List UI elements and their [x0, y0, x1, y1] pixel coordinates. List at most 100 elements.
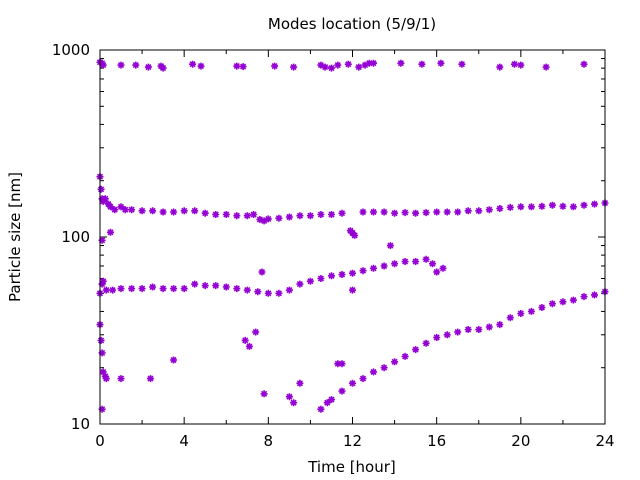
- data-point: [138, 285, 146, 293]
- data-point: [111, 206, 119, 214]
- data-point: [548, 201, 556, 209]
- data-point: [334, 360, 342, 368]
- data-point: [397, 59, 405, 67]
- data-point: [391, 260, 399, 268]
- data-point: [559, 298, 567, 306]
- data-point: [222, 211, 230, 218]
- data-point: [591, 291, 598, 299]
- data-point: [201, 282, 209, 290]
- data-point: [117, 61, 125, 69]
- data-point: [306, 212, 314, 220]
- data-point: [264, 215, 272, 223]
- data-point: [437, 59, 445, 67]
- data-point: [102, 375, 110, 383]
- data-point: [422, 209, 430, 217]
- data-point: [149, 283, 157, 291]
- data-point: [361, 61, 369, 69]
- x-tick-label: 24: [595, 432, 614, 450]
- data-point: [121, 206, 129, 214]
- data-point: [264, 289, 272, 297]
- data-point: [338, 209, 346, 217]
- data-point: [527, 203, 535, 211]
- data-point: [285, 213, 293, 221]
- x-tick-label: 4: [179, 432, 189, 450]
- x-tick-label: 12: [343, 432, 362, 450]
- data-point: [401, 258, 409, 265]
- data-point: [222, 283, 230, 291]
- data-point: [97, 185, 105, 193]
- data-point: [439, 264, 447, 272]
- data-point: [117, 375, 125, 383]
- data-point: [569, 203, 577, 211]
- data-point: [485, 206, 493, 214]
- x-axis-title: Time [hour]: [307, 458, 396, 476]
- data-point: [496, 205, 504, 212]
- data-point: [496, 63, 504, 71]
- data-point: [285, 393, 293, 401]
- data-point: [391, 209, 399, 217]
- data-point: [306, 277, 314, 285]
- data-point: [285, 286, 293, 294]
- data-point: [170, 285, 178, 293]
- data-point: [380, 364, 388, 372]
- data-point: [506, 314, 514, 322]
- data-point: [538, 304, 546, 311]
- data-point: [258, 268, 266, 276]
- data-point: [443, 331, 451, 339]
- data-point: [107, 228, 114, 236]
- data-point: [243, 212, 251, 220]
- data-point: [517, 310, 525, 317]
- data-point: [344, 60, 352, 68]
- data-point: [99, 368, 107, 376]
- data-point: [359, 375, 367, 383]
- data-point: [328, 272, 335, 280]
- data-point: [517, 61, 525, 69]
- data-point: [464, 207, 472, 215]
- data-point: [542, 63, 550, 71]
- data-point: [359, 267, 367, 275]
- data-point: [569, 296, 577, 304]
- data-point: [338, 387, 346, 395]
- data-point: [191, 280, 199, 288]
- data-point: [144, 63, 152, 71]
- data-point: [290, 63, 298, 71]
- data-point: [245, 342, 253, 350]
- data-point: [275, 289, 283, 297]
- data-point: [355, 63, 363, 71]
- data-point: [243, 286, 251, 294]
- data-point: [418, 60, 426, 68]
- data-point: [559, 202, 567, 210]
- data-point: [370, 208, 377, 216]
- data-point: [496, 321, 504, 329]
- data-point: [256, 216, 264, 223]
- data-point: [351, 231, 359, 239]
- x-tick-label: 16: [427, 432, 446, 450]
- data-point: [580, 60, 588, 68]
- data-point: [422, 255, 430, 263]
- data-point: [517, 203, 525, 211]
- data-point: [254, 288, 262, 296]
- data-point: [233, 212, 241, 220]
- data-point: [433, 208, 441, 216]
- data-point: [370, 264, 377, 272]
- data-point: [159, 208, 167, 216]
- data-point: [180, 207, 188, 215]
- data-point: [328, 64, 335, 72]
- data-point: [128, 285, 136, 293]
- data-point: [197, 62, 205, 70]
- data-point: [401, 352, 409, 360]
- data-point: [128, 206, 136, 214]
- data-point: [454, 208, 462, 216]
- y-tick-label: 100: [61, 228, 90, 246]
- data-point: [422, 339, 430, 347]
- data-point: [159, 64, 167, 72]
- data-point: [252, 328, 260, 336]
- data-point: [99, 277, 107, 285]
- data-point: [98, 405, 106, 413]
- data-point: [250, 211, 258, 218]
- plot-frame: [99, 49, 606, 425]
- data-point: [317, 405, 325, 413]
- data-point: [334, 61, 342, 69]
- data-point: [527, 307, 535, 315]
